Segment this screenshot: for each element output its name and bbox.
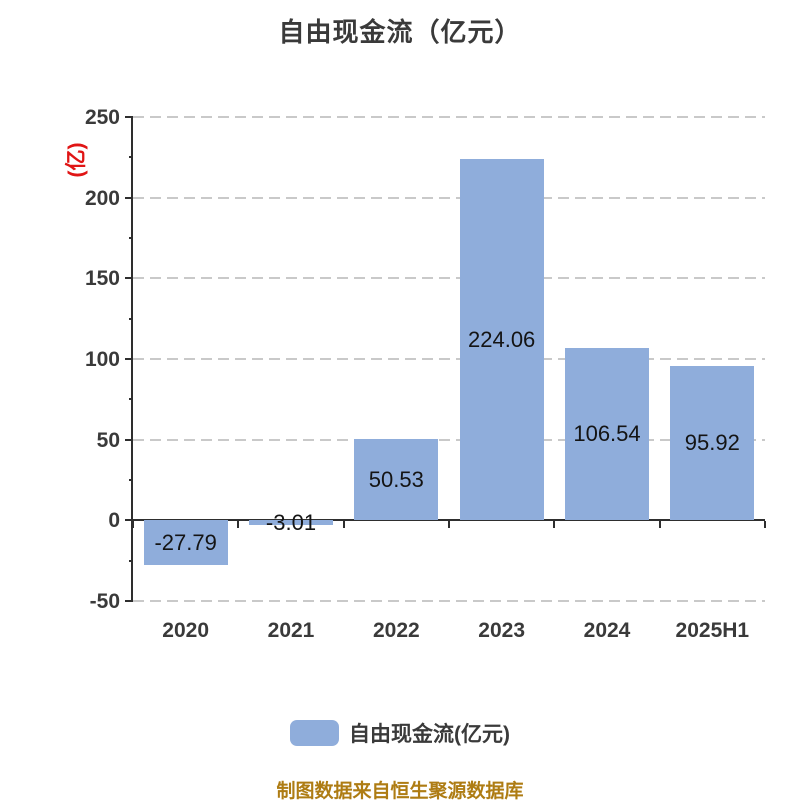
x-axis-tick: [237, 521, 240, 529]
bar-value-label: 224.06: [468, 326, 536, 352]
legend: 自由现金流(亿元): [0, 718, 800, 748]
x-tick-label-2022: 2022: [372, 619, 420, 642]
x-tick-label-2025H1: 2025H1: [675, 619, 750, 642]
bar-value-label: 95.92: [684, 429, 740, 455]
y-axis-tick: [125, 277, 133, 280]
y-tick-label: 250: [84, 106, 120, 129]
y-axis-tick: [125, 358, 133, 360]
x-axis-line: [133, 519, 765, 522]
x-tick-label-2021: 2021: [267, 619, 315, 642]
x-axis-tick: [342, 521, 345, 529]
x-axis-tick: [764, 521, 766, 529]
x-axis-tick: [132, 521, 134, 529]
y-tick-label: 50: [96, 428, 120, 452]
x-tick-label-2024: 2024: [583, 619, 631, 642]
bar-2020: [143, 520, 228, 566]
x-axis-tick: [553, 521, 556, 529]
gridline-100: [133, 358, 765, 360]
y-tick-label: -50: [89, 590, 120, 613]
bar-2021: [249, 520, 333, 526]
y-axis-line: [131, 117, 133, 601]
gridline--50: [133, 600, 765, 602]
chart-title: 自由现金流（亿元）: [278, 17, 522, 47]
y-axis-tick: [125, 438, 133, 441]
bar-2025H1: [670, 365, 755, 521]
y-tick-label: 150: [84, 267, 120, 291]
y-tick-label: 200: [84, 186, 120, 210]
bar-value-label: -27.79: [154, 529, 217, 555]
y-axis-tick: [125, 600, 133, 602]
data-source-note: 制图数据来自恒生聚源数据库: [276, 781, 524, 800]
bar-value-label: 106.54: [573, 421, 641, 447]
bar-value-label: -3.01: [265, 509, 317, 535]
y-tick-label: 0: [108, 509, 120, 533]
y-axis-tick: [125, 519, 133, 522]
legend-label: 自由现金流(亿元): [349, 723, 510, 746]
bar-2022: [354, 438, 439, 521]
y-axis-tick: [125, 116, 133, 118]
gridline-50: [133, 438, 765, 441]
gridline-250: [133, 116, 765, 118]
bar-2023: [459, 158, 544, 521]
gridline-200: [133, 196, 765, 199]
bar-value-label: 50.53: [368, 466, 424, 492]
x-tick-label-2020: 2020: [162, 619, 210, 642]
legend-swatch: [290, 720, 339, 746]
x-axis-tick: [658, 521, 661, 529]
x-tick-label-2023: 2023: [478, 619, 526, 642]
y-axis-tick: [125, 196, 133, 199]
gridline-150: [133, 277, 765, 280]
x-axis-tick: [448, 521, 450, 529]
bar-2024: [565, 348, 649, 521]
y-tick-label: 100: [84, 348, 120, 371]
